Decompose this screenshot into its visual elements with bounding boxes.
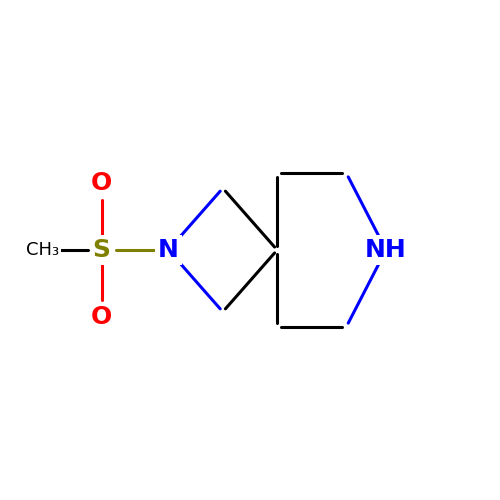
Text: CH₃: CH₃ (26, 241, 59, 259)
Text: S: S (92, 238, 110, 262)
Text: NH: NH (365, 238, 407, 262)
Text: O: O (91, 171, 112, 195)
Text: O: O (91, 304, 112, 329)
Text: N: N (158, 238, 179, 262)
